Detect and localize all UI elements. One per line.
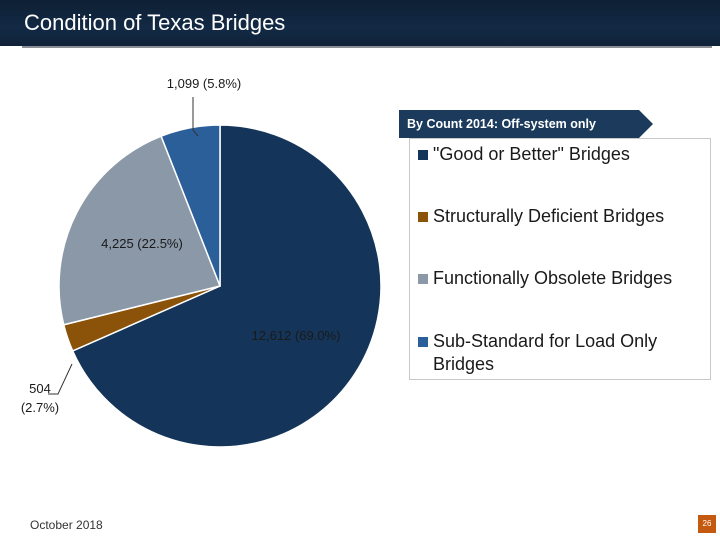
leader-line-sd <box>48 363 73 395</box>
legend-swatch-structurally-deficient <box>418 212 428 222</box>
data-label-sd-percent: (2.7%) <box>21 400 59 415</box>
page-title: Condition of Texas Bridges <box>24 10 286 35</box>
callout-text: By Count 2014: Off-system only <box>407 117 596 131</box>
slice-functionally-obsolete <box>58 135 222 326</box>
data-label-good: 12,612 (69.0%) <box>252 328 341 343</box>
data-label-load: 1,099 (5.8%) <box>167 76 241 91</box>
legend-swatch-functionally-obsolete <box>418 274 428 284</box>
header-divider <box>22 46 712 48</box>
callout-arrow <box>639 110 653 138</box>
data-label-sd-value: 504 <box>29 381 51 396</box>
legend: "Good or Better" Bridges Structurally De… <box>409 138 711 380</box>
slice-load-only <box>160 124 221 287</box>
chart-subtitle-callout: By Count 2014: Off-system only <box>399 110 639 138</box>
leader-line-load <box>192 97 199 137</box>
slice-good-or-better <box>71 124 382 448</box>
legend-label-good: "Good or Better" Bridges <box>433 144 630 164</box>
legend-label-structurally-deficient: Structurally Deficient Bridges <box>433 206 665 226</box>
legend-swatch-load-only <box>418 337 428 347</box>
data-label-fo: 4,225 (22.5%) <box>101 236 183 251</box>
legend-item-functionally-obsolete: Functionally Obsolete Bridges <box>418 267 703 290</box>
legend-item-good: "Good or Better" Bridges <box>418 143 703 166</box>
header-bar: Condition of Texas Bridges <box>0 0 720 46</box>
legend-swatch-good <box>418 150 428 160</box>
legend-label-load-only: Sub-Standard for Load Only Bridges <box>433 331 658 374</box>
page-number-badge: 26 <box>698 515 716 533</box>
footer-date: October 2018 <box>30 518 103 532</box>
legend-item-load-only: Sub-Standard for Load Only Bridges <box>418 330 703 376</box>
legend-label-functionally-obsolete: Functionally Obsolete Bridges <box>433 268 673 288</box>
legend-item-structurally-deficient: Structurally Deficient Bridges <box>418 205 703 228</box>
